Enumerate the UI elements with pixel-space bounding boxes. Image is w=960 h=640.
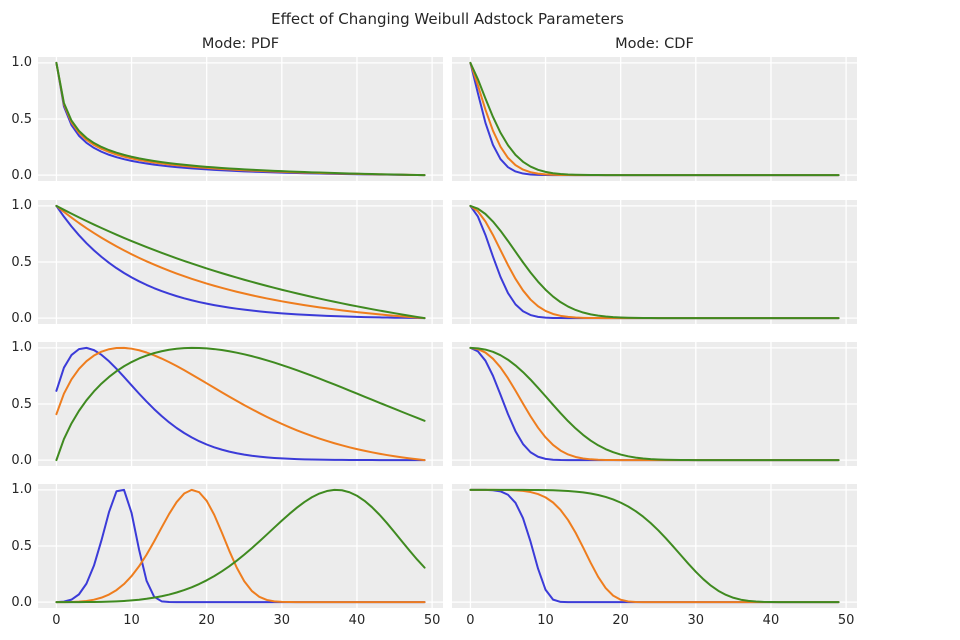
y-tick-label-row2-0.0: 0.0 xyxy=(11,310,32,326)
column-title-pdf: Mode: PDF xyxy=(201,36,280,52)
y-tick-label-row4-0.0: 0.0 xyxy=(11,594,32,610)
column-title-cdf: Mode: CDF xyxy=(615,36,694,52)
x-tick-label-pdf-50: 50 xyxy=(423,613,441,628)
x-tick-label-cdf-30: 30 xyxy=(687,613,705,628)
y-tick-label-row4-0.5: 0.5 xyxy=(11,538,32,554)
subplot-row3-cdf xyxy=(452,342,857,466)
x-tick-label-cdf-10: 10 xyxy=(537,613,554,628)
y-tick-label-row2-1.0: 1.0 xyxy=(11,198,32,214)
x-tick-label-cdf-40: 40 xyxy=(762,613,780,628)
x-tick-label-pdf-20: 20 xyxy=(198,613,215,628)
curve-pdf-shape-5-scale-20 xyxy=(55,488,426,604)
subplot-row1-pdf xyxy=(38,57,443,181)
curve-pdf-shape-5-scale-40 xyxy=(55,488,426,604)
curve-pdf-shape-1-scale-20 xyxy=(55,204,426,320)
y-tick-label-row1-1.0: 1.0 xyxy=(11,55,32,71)
curve-cdf-shape-5-scale-40 xyxy=(469,488,840,604)
curve-pdf-shape-1-scale-10 xyxy=(55,204,426,320)
curve-cdf-shape-1-scale-40 xyxy=(469,204,840,320)
x-tick-label-pdf-30: 30 xyxy=(273,613,291,628)
curve-pdf-shape-1.5-scale-20 xyxy=(55,346,426,462)
subplot-row2-pdf xyxy=(38,200,443,324)
y-tick-label-row3-0.0: 0.0 xyxy=(11,452,32,468)
y-tick-label-row3-0.5: 0.5 xyxy=(11,396,32,412)
curve-pdf-shape-1.5-scale-40 xyxy=(55,346,426,462)
curve-pdf-shape-1-scale-40 xyxy=(55,204,426,320)
subplot-row4-pdf xyxy=(38,484,443,608)
curve-cdf-shape-0.5-scale-40 xyxy=(469,61,840,177)
subplot-row3-pdf xyxy=(38,342,443,466)
x-tick-label-cdf-20: 20 xyxy=(612,613,629,628)
curve-pdf-shape-0.5-scale-40 xyxy=(55,61,426,177)
subplot-row2-cdf xyxy=(452,200,857,324)
x-tick-label-cdf-0: 0 xyxy=(466,613,475,628)
curve-cdf-shape-1.5-scale-40 xyxy=(469,346,840,462)
subplot-row4-cdf xyxy=(452,484,857,608)
x-tick-label-pdf-0: 0 xyxy=(52,613,61,628)
subplot-row1-cdf xyxy=(452,57,857,181)
y-tick-label-row4-1.0: 1.0 xyxy=(11,482,32,498)
y-tick-label-row1-0.0: 0.0 xyxy=(11,167,32,183)
y-tick-label-row3-1.0: 1.0 xyxy=(11,340,32,356)
x-tick-label-pdf-40: 40 xyxy=(348,613,366,628)
y-tick-label-row2-0.5: 0.5 xyxy=(11,254,32,270)
x-tick-label-pdf-10: 10 xyxy=(123,613,140,628)
x-tick-label-cdf-50: 50 xyxy=(837,613,855,628)
figure-title: Effect of Changing Weibull Adstock Param… xyxy=(271,10,624,28)
y-tick-label-row1-0.5: 0.5 xyxy=(11,111,32,127)
